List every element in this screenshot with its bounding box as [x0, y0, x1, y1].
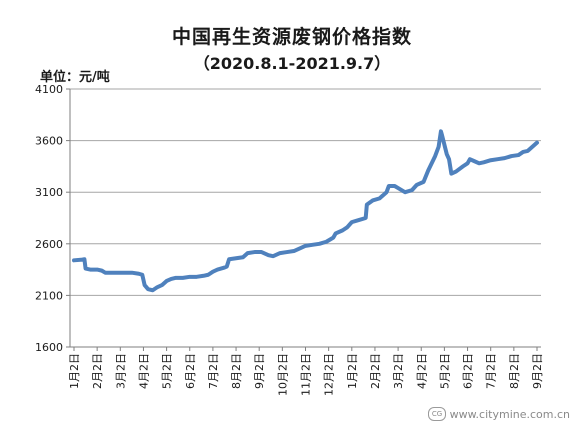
x-tick-label: 4月2日 — [415, 353, 428, 389]
x-tick-label: 2月2日 — [91, 353, 104, 389]
y-tick-label: 2100 — [35, 289, 63, 302]
x-tick-label: 1月2日 — [68, 353, 81, 389]
y-axis-ticks: 1600 2100 2600 3100 3600 4100 — [35, 83, 63, 354]
x-tick-label: 10月2日 — [276, 353, 289, 396]
x-tick-label: 2月2日 — [369, 353, 382, 389]
y-tick-label: 3100 — [35, 186, 63, 199]
x-tick-label: 8月2日 — [508, 353, 521, 389]
x-axis-ticks: 1月2日 2月2日 3月2日 4月2日 5月2日 6月2日 7月2日 8月2日 9月2日 10月2… — [68, 353, 544, 396]
axes — [66, 88, 541, 351]
x-tick-label: 8月2日 — [230, 353, 243, 389]
series-layer — [72, 129, 539, 293]
x-tick-label: 3月2日 — [114, 353, 127, 389]
x-tick-label: 3月2日 — [392, 353, 405, 389]
x-tick-label: 4月2日 — [137, 353, 150, 389]
y-tick-label: 2600 — [35, 238, 63, 251]
x-tick-label: 6月2日 — [462, 353, 475, 389]
unit-label: 单位：元/吨 — [40, 70, 110, 85]
y-tick-label: 4100 — [35, 83, 63, 96]
x-tick-label: 9月2日 — [531, 353, 544, 389]
y-tick-label: 1600 — [35, 341, 63, 354]
grid-lines — [70, 88, 541, 296]
x-tick-label: 9月2日 — [253, 353, 266, 389]
x-tick-label: 5月2日 — [161, 353, 174, 389]
watermark-text: www.citymine.com.cn — [449, 408, 570, 421]
chart-title: 中国再生资源废钢价格指数 — [171, 26, 412, 48]
x-tick-label: 7月2日 — [485, 353, 498, 389]
citymine-logo-icon: CG — [428, 407, 446, 421]
series-line — [72, 129, 539, 293]
y-tick-label: 3600 — [35, 135, 63, 148]
chart-subtitle: （2020.8.1-2021.9.7） — [193, 54, 391, 73]
x-tick-label: 6月2日 — [184, 353, 197, 389]
x-tick-label: 11月2日 — [300, 353, 313, 396]
x-tick-label: 12月2日 — [323, 353, 336, 396]
x-tick-label: 1月2日 — [346, 353, 359, 389]
x-tick-label: 5月2日 — [438, 353, 451, 389]
x-tick-label: 7月2日 — [207, 353, 220, 389]
